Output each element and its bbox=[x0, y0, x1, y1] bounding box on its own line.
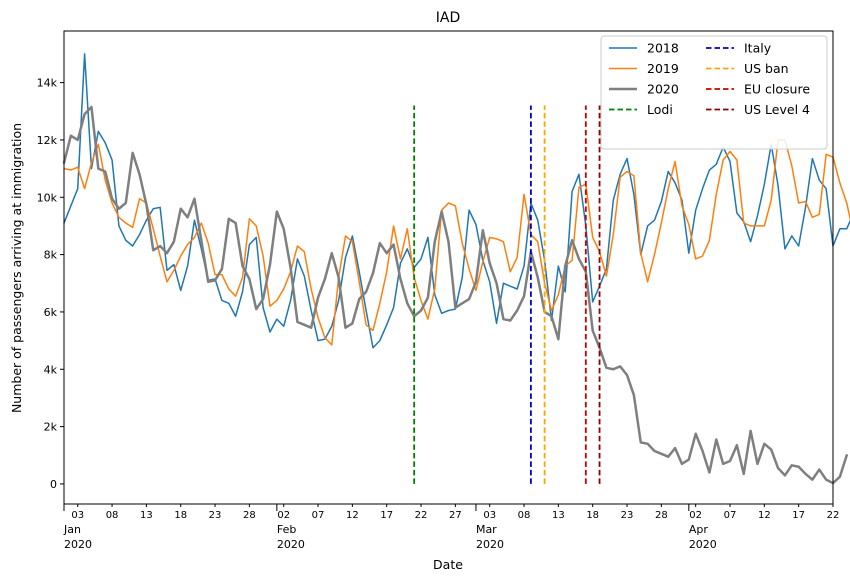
y-tick-label: 14k bbox=[37, 77, 58, 90]
axes-frame bbox=[63, 30, 834, 505]
axes: 0 2k 4k 6k 8k 10k 12k 14k 03 08 13 18 23 28 02 07 12 17 22… bbox=[37, 30, 840, 551]
legend-label: 2019 bbox=[647, 61, 679, 76]
y-tick-label: 2k bbox=[44, 421, 58, 434]
x-tick-label-day: 03 bbox=[483, 510, 496, 521]
y-tick-label: 0 bbox=[50, 478, 57, 491]
x-tick-label-month: Feb bbox=[277, 523, 296, 536]
y-tick-label: 6k bbox=[44, 306, 58, 319]
x-tick-label-day: 08 bbox=[518, 510, 531, 521]
legend-label: 2020 bbox=[647, 82, 679, 97]
legend-label: Lodi bbox=[647, 102, 673, 117]
x-tick-label-year: 2020 bbox=[64, 538, 92, 551]
series-line-2019 bbox=[63, 139, 850, 346]
legend-box bbox=[600, 35, 828, 150]
x-tick-label-day: 07 bbox=[312, 510, 325, 521]
x-tick-label-day: 03 bbox=[71, 510, 84, 521]
y-axis-label: Number of passengers arriving at immigra… bbox=[9, 123, 24, 413]
x-tick-label-day: 18 bbox=[586, 510, 599, 521]
x-tick-label-year: 2020 bbox=[476, 538, 504, 551]
x-tick-label-year: 2020 bbox=[277, 538, 305, 551]
x-tick-label-day: 12 bbox=[758, 510, 771, 521]
x-tick-label-day: 22 bbox=[415, 510, 428, 521]
legend-label: EU closure bbox=[744, 82, 810, 97]
x-tick-label-day: 22 bbox=[827, 510, 840, 521]
legend-label: Italy bbox=[744, 41, 772, 56]
x-tick-label-day: 28 bbox=[655, 510, 668, 521]
series-line-2020 bbox=[62, 105, 848, 485]
y-tick-label: 12k bbox=[37, 134, 58, 147]
chart-title: IAD bbox=[436, 10, 461, 26]
x-tick-label-day: 12 bbox=[346, 510, 359, 521]
series-line-2018 bbox=[63, 53, 850, 349]
x-tick-label-day: 27 bbox=[449, 510, 462, 521]
plot-area bbox=[62, 53, 850, 485]
x-tick-label-day: 07 bbox=[724, 510, 737, 521]
x-tick-label-day: 18 bbox=[174, 510, 187, 521]
x-tick-label-day: 23 bbox=[209, 510, 222, 521]
y-tick-label: 8k bbox=[44, 249, 58, 262]
x-tick-label-day: 17 bbox=[380, 510, 393, 521]
x-tick-label-day: 02 bbox=[277, 510, 290, 521]
x-tick-label-day: 13 bbox=[552, 510, 565, 521]
x-tick-label-month: Mar bbox=[476, 523, 497, 536]
legend: 2018 2019 2020 Lodi Italy US ban EU closure US … bbox=[600, 35, 828, 150]
x-tick-label-year: 2020 bbox=[689, 538, 717, 551]
x-tick-label-day: 08 bbox=[106, 510, 119, 521]
x-tick-label-day: 28 bbox=[243, 510, 256, 521]
legend-label: 2018 bbox=[647, 41, 679, 56]
x-tick-label-day: 02 bbox=[689, 510, 702, 521]
x-tick-label-month: Jan bbox=[63, 523, 81, 536]
x-tick-label-day: 17 bbox=[792, 510, 805, 521]
x-tick-label-day: 13 bbox=[140, 510, 153, 521]
x-tick-label-month: Apr bbox=[689, 523, 709, 536]
y-tick-label: 10k bbox=[37, 191, 58, 204]
legend-label: US ban bbox=[744, 61, 789, 76]
x-tick-label-day: 23 bbox=[621, 510, 634, 521]
legend-label: US Level 4 bbox=[744, 102, 810, 117]
x-axis-label: Date bbox=[433, 557, 463, 572]
y-tick-label: 4k bbox=[44, 363, 58, 376]
